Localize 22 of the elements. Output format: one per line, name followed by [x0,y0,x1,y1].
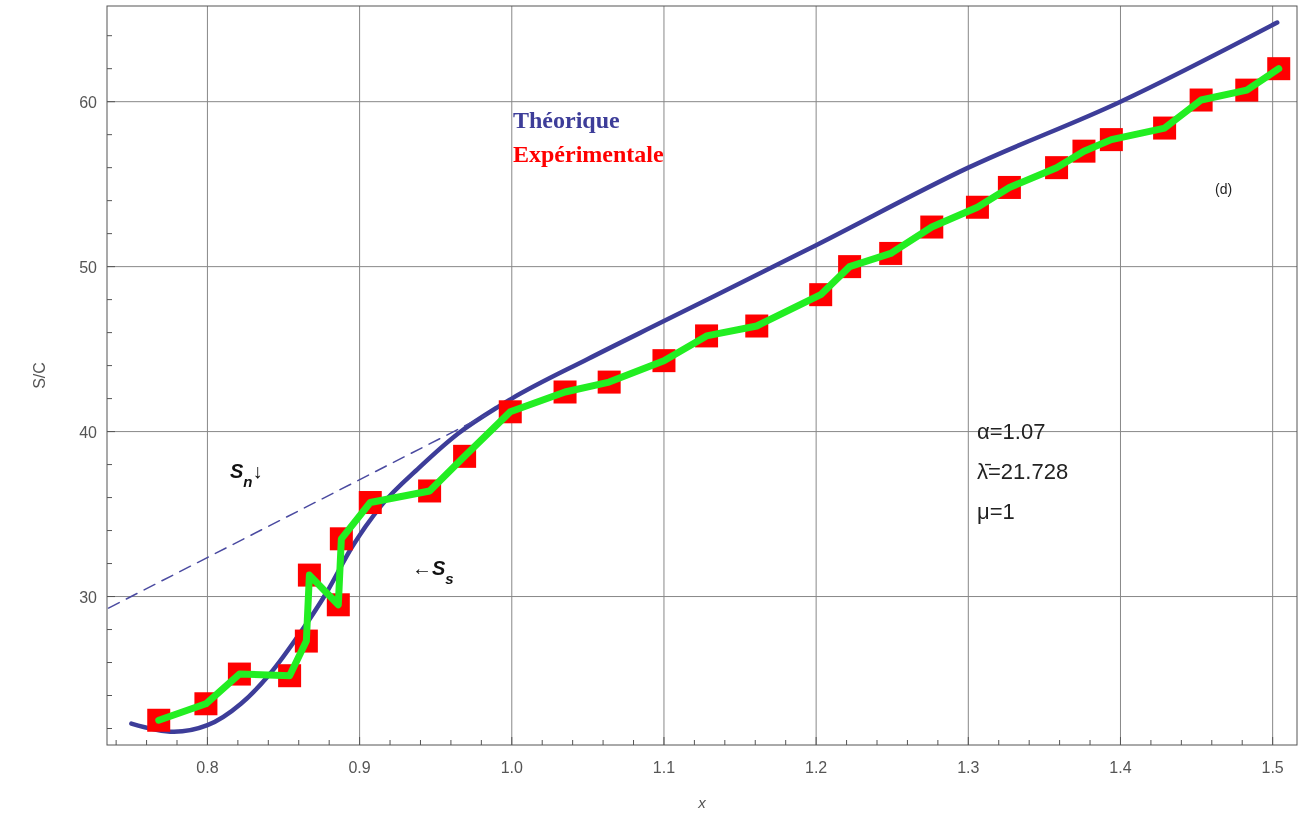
x-tick-label: 1.3 [957,759,980,776]
annotation: ←S$_{s}$ [412,557,454,587]
x-axis-title: x [697,794,707,811]
x-tick-label: 1.4 [1109,759,1132,776]
y-tick-label: 60 [79,93,98,111]
y-tick-label: 50 [79,258,98,276]
annotation: μ=1 [977,499,1015,524]
annotation: S$_{n}$↓ [230,460,263,490]
x-tick-label: 1.5 [1261,759,1284,776]
text: Expérimentale [513,141,664,167]
x-tick-label: 1.2 [805,759,828,776]
y-tick-label: 40 [79,423,98,441]
x-tick-label: 1.1 [652,759,676,776]
annotation: λ̄=21.728 [977,459,1069,484]
annotation: α=1.07 [977,419,1046,444]
x-tick-label: 0.8 [196,759,219,776]
y-tick-label: 30 [79,588,98,606]
text: Théorique [513,107,621,133]
y-axis-title: S/C [31,362,48,389]
x-tick-label: 0.9 [348,759,371,776]
annotation: (d) [1215,181,1233,197]
x-tick-label: 1.0 [500,759,523,776]
